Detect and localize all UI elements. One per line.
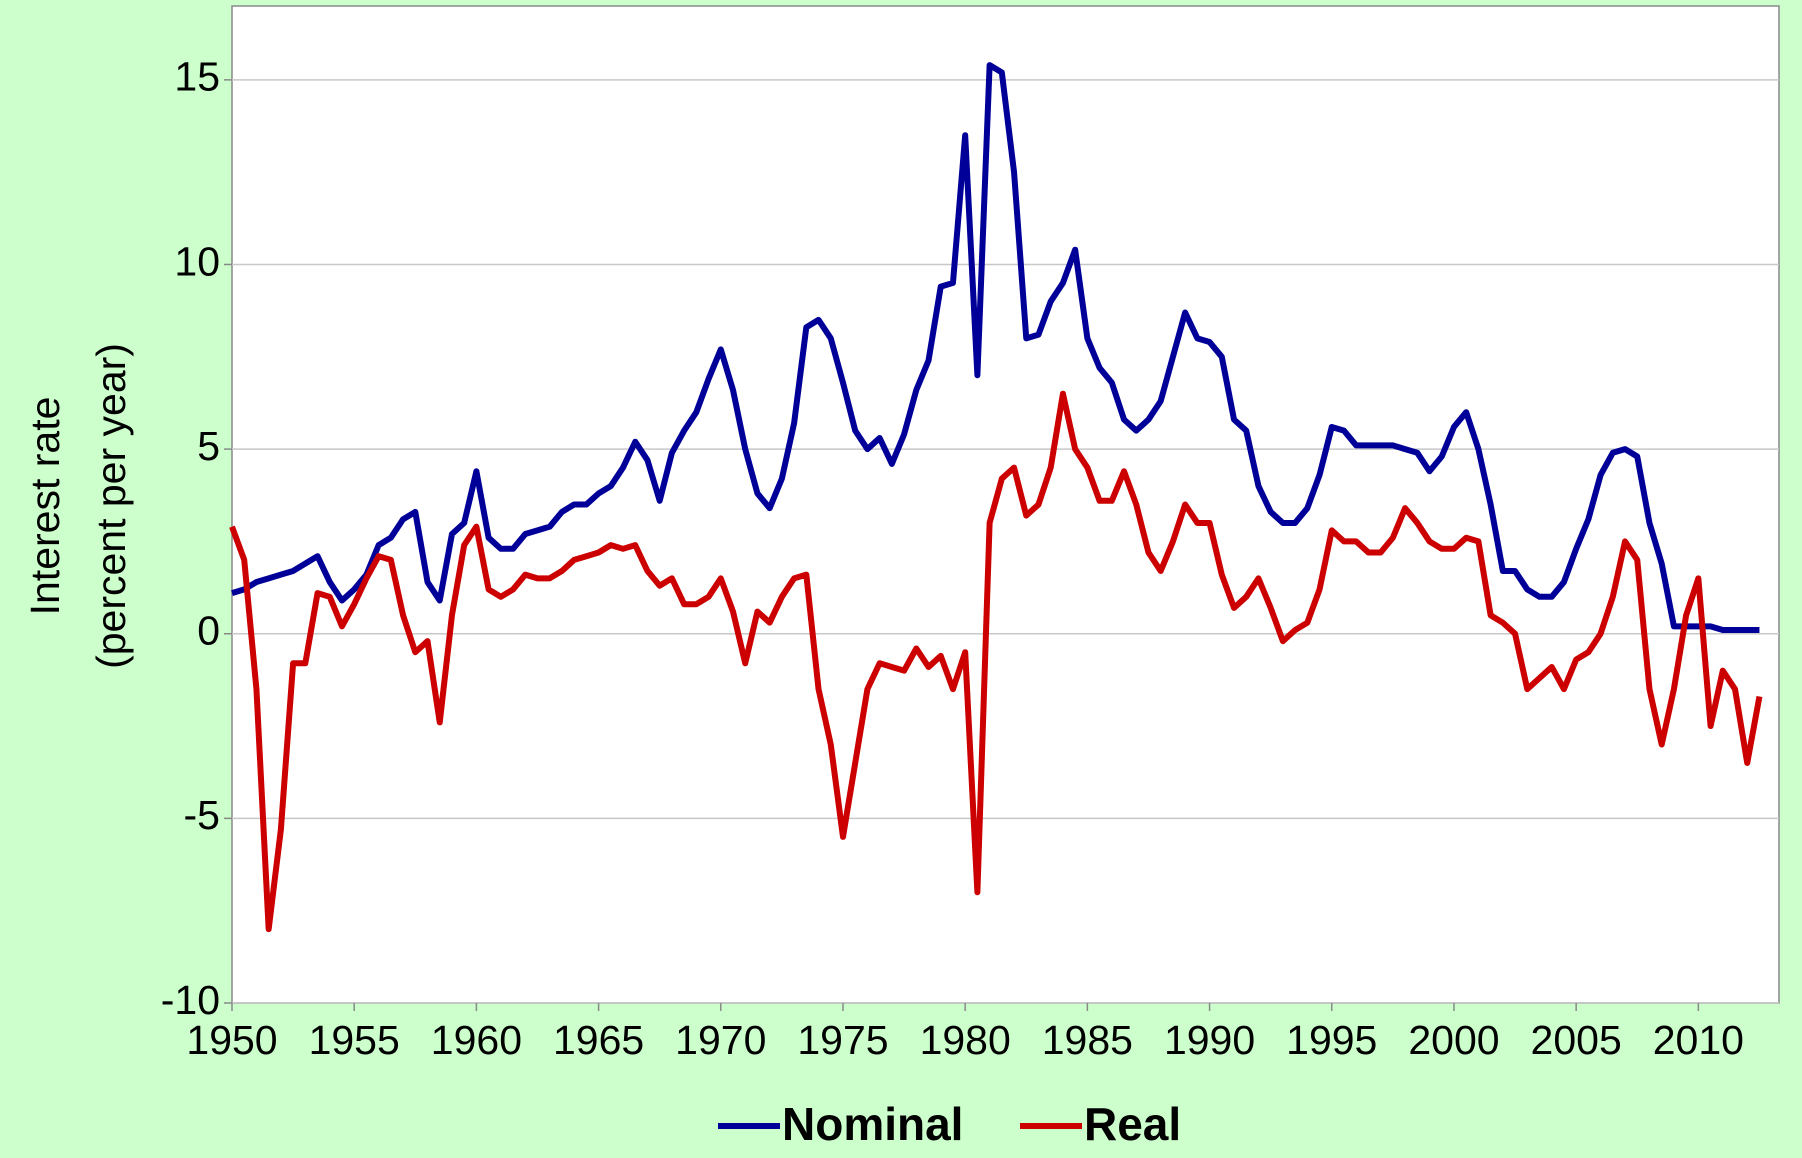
y-tick-label: 0 bbox=[197, 608, 220, 654]
x-tick-label: 2005 bbox=[1531, 1017, 1622, 1063]
legend-label: Real bbox=[1084, 1098, 1181, 1150]
y-axis-label: Interest rate bbox=[22, 397, 68, 616]
y-tick-label: 5 bbox=[197, 423, 220, 469]
x-tick-label: 2000 bbox=[1408, 1017, 1499, 1063]
line bbox=[231, 62, 1760, 634]
x-tick-label: 1980 bbox=[920, 1017, 1011, 1063]
x-tick-label: 1985 bbox=[1042, 1017, 1133, 1063]
x-tick-label: 1975 bbox=[797, 1017, 888, 1063]
x-tick-label: 1960 bbox=[431, 1017, 522, 1063]
x-tick-label: 1970 bbox=[675, 1017, 766, 1063]
legend-label: Nominal bbox=[782, 1098, 963, 1150]
x-tick-label: 1990 bbox=[1164, 1017, 1255, 1063]
y-tick-label: -5 bbox=[184, 792, 220, 838]
x-tick-label: 2010 bbox=[1653, 1017, 1744, 1063]
x-tick-label: 1955 bbox=[309, 1017, 400, 1063]
line bbox=[229, 390, 1763, 933]
y-tick-label: -10 bbox=[161, 977, 220, 1023]
y-axis-label: (percent per year) bbox=[88, 343, 134, 669]
plot-area bbox=[231, 5, 1780, 1004]
x-tick-label: 1995 bbox=[1286, 1017, 1377, 1063]
y-tick-label: 15 bbox=[174, 54, 220, 100]
y-tick-label: 10 bbox=[174, 238, 220, 284]
x-tick-label: 1965 bbox=[553, 1017, 644, 1063]
x-tick-label: 1950 bbox=[186, 1017, 277, 1063]
